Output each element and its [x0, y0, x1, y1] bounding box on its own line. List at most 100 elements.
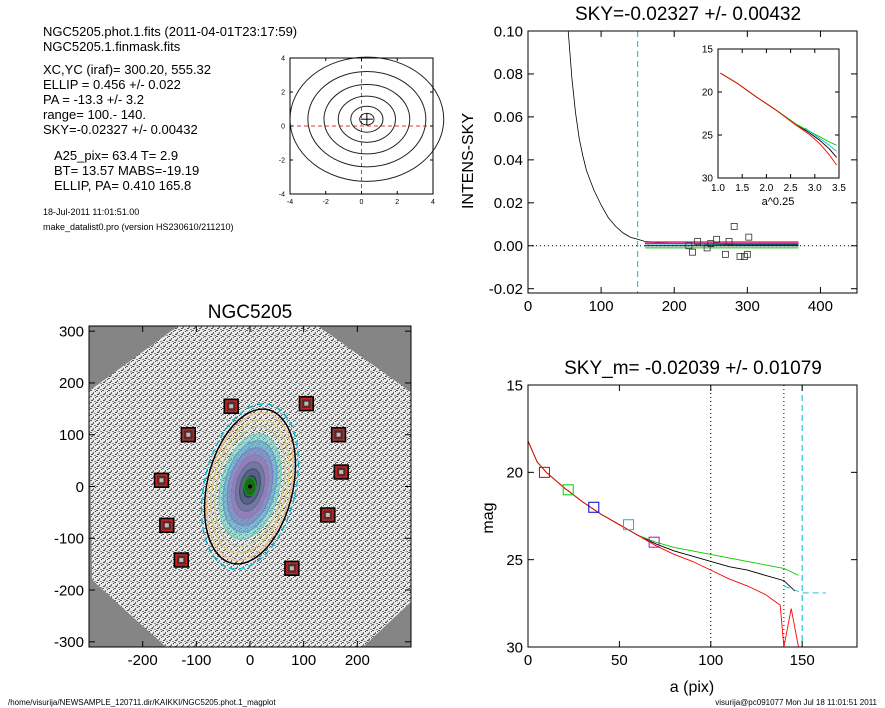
image-xtick-label: -100 [181, 652, 211, 669]
sky-xtick-label: 0 [524, 298, 532, 315]
masked-star-square-inner [161, 519, 173, 531]
sky-plot-axes: 0 100 200 300 400 -0.02 0.00 0.02 0.04 0.06 0.08 0.… [489, 23, 857, 315]
sky-plot-frame [527, 30, 858, 294]
contour-lines [289, 56, 445, 194]
image-overlay [153, 395, 349, 577]
sky-ytick-label: 0.04 [494, 152, 523, 169]
masked-star-square-inner [335, 466, 347, 478]
image-xtick-label: 200 [345, 652, 370, 669]
sky-square-marker [745, 233, 753, 241]
sky-square-marker [689, 248, 696, 256]
sky-plot-content [528, 30, 857, 293]
sky-square-marker [722, 250, 729, 258]
mag-plot-axes: 0 50 100 150 15 20 25 30 [506, 377, 857, 669]
footer-path: /home/visurija/NEWSAMPLE_120711.dir/KAIK… [8, 698, 276, 707]
header-line-mask: NGC5205.1.finmask.fits [43, 39, 181, 54]
mag-xtick-label: 50 [611, 652, 628, 669]
inset-plot: 1.0 1.5 2.0 2.5 3.0 3.5 15 20 25 30 a^0.25 [702, 45, 847, 209]
masked-star-square-inner [332, 429, 345, 441]
mag-profile-plot: SKY_m= -0.02039 +/- 0.01079 mag a (pix) … [480, 358, 858, 696]
masked-star-square-inner [155, 474, 168, 486]
sky-ytick-label: 0.06 [494, 109, 523, 126]
sky-square-marker [743, 250, 751, 258]
header-line-center: XC,YC (iraf)= 300.20, 555.32 [43, 62, 211, 77]
header-block: NGC5205.phot.1.fits (2011-04-01T23:17:59… [43, 24, 297, 232]
mag-plot-title: SKY_m= -0.02039 +/- 0.01079 [564, 358, 822, 379]
sky-xtick-label: 300 [735, 298, 760, 315]
galaxy-image-plot: NGC5205 -200 -100 0 100 200 -300 -200 -100 0 100 2… [54, 302, 412, 669]
sky-xtick-label: 200 [662, 298, 687, 315]
sky-square-marker [713, 235, 721, 243]
contour-xtick-label: 2 [395, 199, 399, 206]
contour-level [350, 105, 384, 133]
inset-xtick-label: 1.0 [711, 183, 725, 194]
inset-axes: 1.0 1.5 2.0 2.5 3.0 3.5 15 20 25 30 [702, 45, 847, 195]
galaxy-center [248, 484, 252, 489]
masked-star-core [186, 432, 191, 437]
masked-star-core [159, 478, 164, 483]
header-line-program: make_datalist0.pro (version HS230610/211… [43, 222, 233, 232]
inset-xtick-label: 1.5 [735, 183, 749, 194]
sky-plot-title: SKY=-0.02327 +/- 0.00432 [575, 4, 801, 25]
mag-square-marker [588, 501, 600, 513]
sky-ytick-label: 0.08 [494, 66, 523, 83]
sky-square-marker [685, 242, 693, 250]
mag-xtick-label: 150 [790, 652, 815, 669]
sky-ytick-label: 0.10 [494, 23, 523, 40]
masked-star-core [304, 401, 309, 406]
contour-xtick-label: -2 [323, 199, 329, 206]
galaxy-image-axes: -200 -100 0 100 200 -300 -200 -100 0 100 200 300 [54, 323, 411, 669]
inset-ytick-label: 25 [702, 131, 714, 142]
sky-square-marker [694, 238, 702, 245]
inset-xtick-label: 3.0 [808, 183, 822, 194]
masked-star-core [164, 523, 169, 528]
image-ytick-label: 200 [59, 375, 84, 392]
sky-xtick-label: 400 [808, 298, 833, 315]
image-xtick-label: -200 [128, 652, 158, 669]
image-field [89, 326, 411, 647]
masked-star-core [179, 558, 184, 563]
contour-axes: -4 -2 0 2 4 -4 -2 0 2 4 [279, 55, 435, 206]
header-line-pa: PA = -13.3 +/- 3.2 [43, 92, 144, 107]
galaxy-image-title: NGC5205 [208, 302, 293, 323]
contour-ytick-label: 2 [281, 89, 285, 96]
inset-content [720, 72, 837, 166]
isophote-contour [214, 426, 286, 547]
mag-ytick-label: 30 [506, 639, 523, 656]
image-ytick-label: -300 [54, 634, 84, 651]
isophote-contour [206, 412, 294, 561]
sky-square-marker [703, 244, 711, 252]
sky-xtick-label: 100 [589, 298, 614, 315]
sky-square-marker [725, 238, 733, 245]
image-ytick-label: 100 [59, 427, 84, 444]
header-line-bt: BT= 13.57 MABS=-19.19 [54, 163, 199, 178]
mag-ytick-label: 20 [506, 465, 523, 482]
image-ytick-label: -100 [54, 531, 84, 548]
inset-series-line [804, 127, 837, 152]
masked-star-square-inner [175, 554, 187, 566]
masked-star-core [289, 566, 294, 571]
mag-square-marker [562, 484, 574, 496]
contour-ytick-label: -4 [279, 191, 285, 198]
mag-xtick-label: 0 [524, 652, 532, 669]
inset-xtick-label: 3.5 [832, 183, 846, 194]
mag-series-line [783, 585, 826, 594]
sky-square-marker [730, 223, 738, 230]
image-ytick-label: 0 [76, 479, 84, 496]
sky-square-marker [707, 240, 715, 248]
isophote-contour [210, 419, 290, 554]
inset-ytick-label: 20 [702, 88, 714, 99]
masked-star-square-inner [322, 509, 334, 521]
contour-plot: -4 -2 0 2 4 -4 -2 0 2 4 [279, 55, 445, 206]
contour-level [337, 95, 396, 143]
mag-series-line [527, 440, 799, 576]
sky-plot-ylabel: INTENS-SKY [460, 113, 477, 209]
header-line-sky: SKY=-0.02327 +/- 0.00432 [43, 122, 198, 137]
sky-ytick-label: 0.02 [494, 195, 523, 212]
image-mask-corner [363, 602, 411, 647]
sky-ellipse [200, 403, 300, 570]
image-xtick-label: 100 [291, 652, 316, 669]
inset-ytick-label: 15 [702, 45, 714, 56]
masked-star-square-inner [225, 400, 237, 412]
sky-square-marker [736, 253, 744, 260]
